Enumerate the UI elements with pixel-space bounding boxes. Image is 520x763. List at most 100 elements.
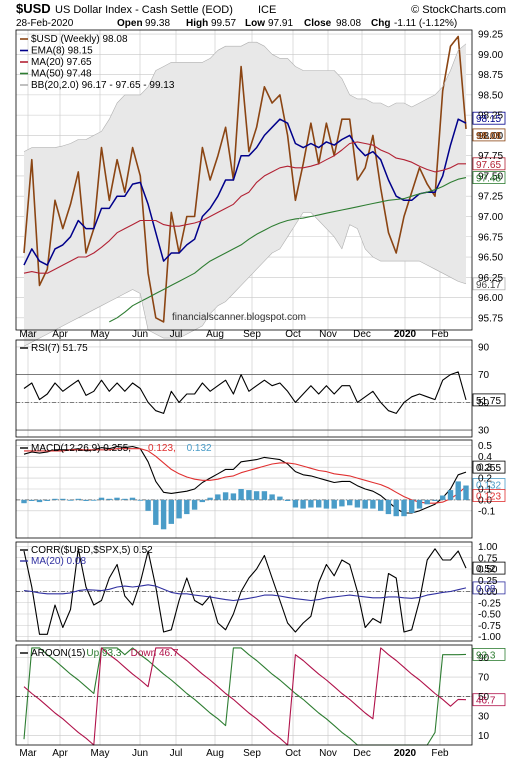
- x-axis-label-price: Dec: [353, 329, 371, 340]
- macd-histogram-bar: [75, 498, 81, 500]
- aroon-panel-bg: [16, 645, 472, 745]
- chg-value: -1.11 (-1.12%): [394, 18, 457, 29]
- macd-histogram-bar: [44, 499, 50, 501]
- aroon-ytick: 10: [478, 731, 490, 742]
- legend-entry: 0.123,: [148, 443, 176, 454]
- macd-histogram-bar: [401, 499, 407, 517]
- macd-histogram-bar: [424, 499, 430, 505]
- x-axis-label-price: Feb: [431, 329, 449, 340]
- aroon-ytick: 70: [478, 673, 490, 684]
- correlation-value-tag-bg: [472, 561, 506, 575]
- macd-histogram-bar: [160, 499, 167, 530]
- x-axis-label-price: Apr: [52, 329, 68, 340]
- correlation-ytick: 0.25: [478, 576, 498, 587]
- macd-histogram-bar: [168, 499, 174, 524]
- price-value-tag-bg: [472, 277, 506, 291]
- rsi-ytick: 30: [478, 426, 490, 437]
- aroon-ytick: 30: [478, 711, 490, 722]
- macd-histogram-bar: [222, 492, 229, 500]
- x-axis-label-price: Sep: [243, 329, 261, 340]
- legend-entry: RSI(7) 51.75: [31, 343, 88, 354]
- legend-entry: MA(20) 0.08: [31, 556, 86, 567]
- price-value-tag-bg: [472, 171, 506, 185]
- x-axis-label-bottom: Oct: [285, 748, 301, 759]
- rsi-panel-frame: [15, 339, 473, 438]
- price-ytick: 99.25: [478, 30, 503, 41]
- macd-histogram-bar: [347, 499, 353, 506]
- macd-histogram-bar: [362, 499, 368, 509]
- rsi-series-rsi-7-: [23, 371, 467, 414]
- macd-histogram-bar: [207, 497, 213, 500]
- price-ytick: 95.75: [478, 313, 503, 324]
- x-axis-label-bottom: Jul: [170, 748, 183, 759]
- macd-histogram-bar: [300, 499, 306, 509]
- macd-histogram-bar: [246, 490, 252, 500]
- macd-value-tag: 0.132: [476, 481, 501, 492]
- macd-histogram-bar: [36, 499, 43, 503]
- instrument-name: US Dollar Index - Cash Settle (EOD): [55, 4, 233, 16]
- close-value: 98.08: [336, 18, 361, 29]
- macd-histogram-bar: [261, 491, 268, 500]
- macd-histogram-bar: [83, 499, 89, 501]
- correlation-ytick: 0.00: [478, 587, 498, 598]
- macd-histogram-bar: [129, 497, 136, 500]
- aroon-value-tag: 93.3: [476, 650, 496, 661]
- macd-histogram-bar: [277, 496, 283, 500]
- price-series-bb-upper: [23, 41, 467, 152]
- macd-histogram-bar: [98, 497, 105, 500]
- macd-histogram-bar: [331, 499, 337, 509]
- macd-histogram-bar: [114, 497, 120, 500]
- aroon-panel-frame: [15, 644, 473, 746]
- open-value: 99.38: [145, 18, 170, 29]
- macd-histogram-bar: [455, 481, 461, 500]
- correlation-ytick: -0.50: [478, 610, 501, 621]
- price-value-tag: 98.08: [476, 131, 501, 142]
- price-ytick: 98.25: [478, 111, 503, 122]
- correlation-ytick: -0.75: [478, 621, 501, 632]
- macd-ytick: 0.3: [478, 463, 492, 474]
- macd-histogram-bar: [463, 485, 469, 500]
- macd-histogram-bar: [385, 499, 392, 515]
- price-series-ma-20-: [23, 141, 466, 274]
- legend-entry: Up 93.3: [86, 648, 121, 659]
- price-series-bb-lower: [23, 212, 467, 347]
- x-axis-label-price: May: [91, 329, 110, 340]
- macd-histogram-bar: [447, 490, 454, 500]
- macd-histogram-bar: [253, 491, 260, 500]
- macd-ytick: 0.5: [478, 441, 492, 452]
- legend-entry: EMA(8) 98.15: [31, 46, 93, 57]
- aroon-series-down: [23, 647, 467, 746]
- high-value: 99.57: [211, 18, 236, 29]
- macd-histogram-bar: [91, 499, 97, 501]
- x-axis-label-bottom: Apr: [52, 748, 68, 759]
- x-axis-label-price: Oct: [285, 329, 301, 340]
- x-axis-label-price: Mar: [19, 329, 37, 340]
- open-label: Open: [117, 18, 143, 29]
- macd-histogram-bar: [67, 499, 74, 501]
- legend-entry: $USD (Weekly) 98.08: [31, 34, 128, 45]
- x-axis-label-price: Aug: [206, 329, 224, 340]
- price-ytick: 97.75: [478, 151, 503, 162]
- price-value-tag: 97.48: [476, 174, 501, 185]
- macd-histogram-bar: [416, 499, 423, 509]
- macd-histogram-bar: [153, 499, 159, 525]
- macd-value-tag: 0.255: [476, 463, 501, 474]
- x-axis-label-price: Jun: [132, 329, 148, 340]
- macd-histogram-bar: [29, 499, 35, 501]
- x-axis-label-bottom: Sep: [243, 748, 261, 759]
- macd-histogram-bar: [215, 494, 221, 500]
- macd-histogram-bar: [60, 498, 66, 500]
- price-ytick: 96.75: [478, 232, 503, 243]
- rsi-ytick: 70: [478, 370, 490, 381]
- macd-histogram-bar: [308, 499, 314, 508]
- macd-ytick: 0.1: [478, 485, 492, 496]
- chg-label: Chg: [371, 18, 390, 29]
- price-ytick: 96.00: [478, 293, 503, 304]
- macd-histogram-bar: [269, 494, 275, 500]
- exchange-label: ICE: [258, 4, 276, 16]
- close-label: Close: [304, 18, 332, 29]
- price-value-tag-bg: [472, 111, 506, 125]
- rsi-value-tag-bg: [472, 393, 506, 407]
- aroon-ytick: 50: [478, 692, 490, 703]
- aroon-value-tag-bg: [472, 648, 506, 661]
